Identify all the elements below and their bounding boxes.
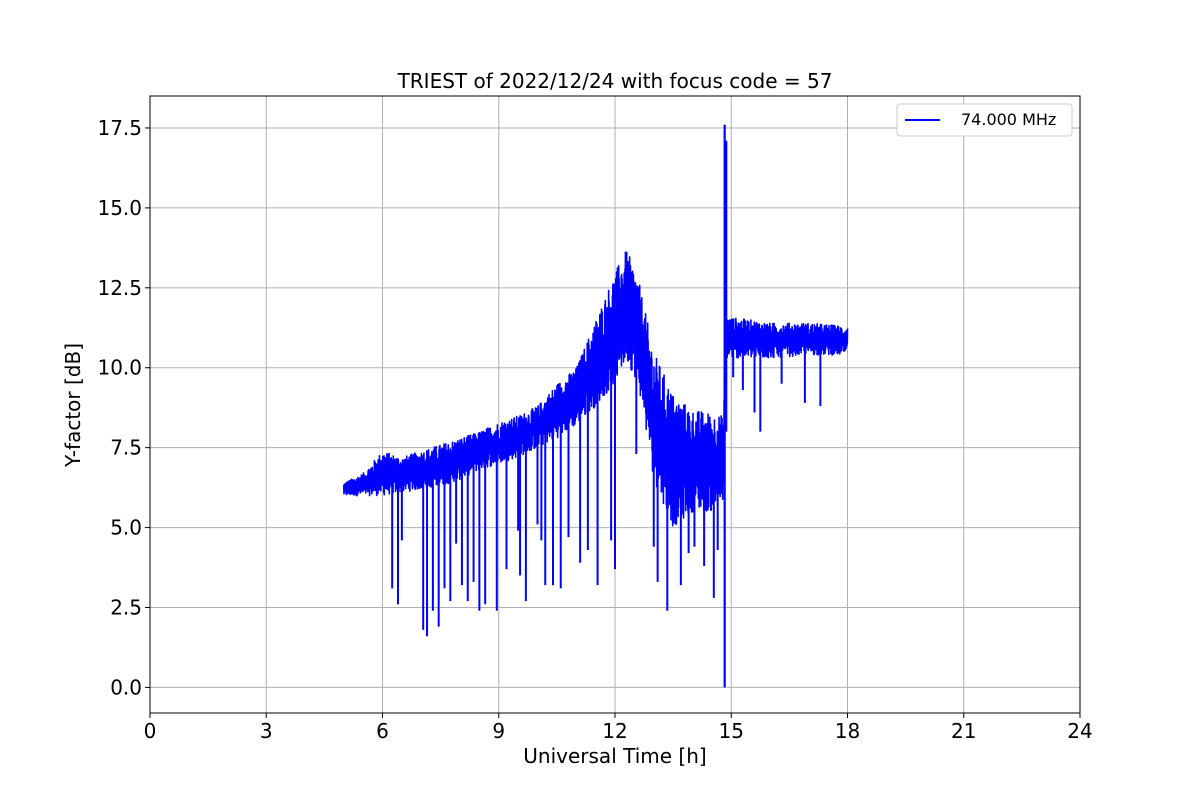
x-tick-label: 9	[492, 719, 505, 743]
legend-box	[896, 103, 1073, 137]
y-tick-label: 5.0	[110, 516, 142, 540]
y-tick-label: 12.5	[97, 276, 142, 300]
x-tick-label: 12	[602, 719, 627, 743]
x-tick-label: 18	[835, 719, 860, 743]
legend: 74.000 MHz	[896, 103, 1073, 137]
y-tick-label: 15.0	[97, 196, 142, 220]
x-tick-label: 3	[260, 719, 273, 743]
series-layer	[342, 124, 849, 688]
x-axis: 0 3 6 9 12 15 18 21 24	[144, 713, 1093, 743]
y-tick-label: 2.5	[110, 596, 142, 620]
chart-title: TRIEST of 2022/12/24 with focus code = 5…	[397, 69, 833, 93]
y-tick-label: 17.5	[97, 116, 142, 140]
y-axis: 0.0 2.5 5.0 7.5 10.0 12.5 15.0 17.5	[97, 116, 150, 699]
x-tick-label: 6	[376, 719, 389, 743]
y-axis-label: Y-factor [dB]	[61, 343, 85, 468]
y-tick-label: 10.0	[97, 356, 142, 380]
x-tick-label: 24	[1067, 719, 1092, 743]
x-tick-label: 21	[951, 719, 976, 743]
y-tick-label: 0.0	[110, 675, 142, 699]
x-tick-label: 0	[144, 719, 157, 743]
series-line-0	[342, 251, 849, 527]
y-tick-label: 7.5	[110, 436, 142, 460]
x-tick-label: 15	[719, 719, 744, 743]
x-axis-label: Universal Time [h]	[523, 744, 706, 768]
legend-label: 74.000 MHz	[961, 110, 1056, 129]
